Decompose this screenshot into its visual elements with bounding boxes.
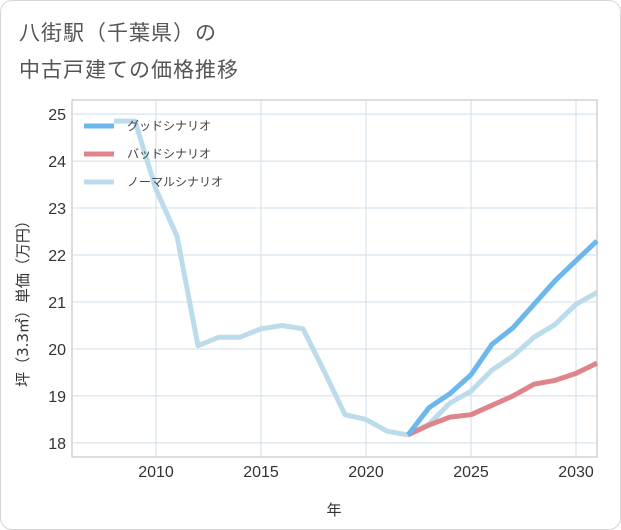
y-tick-23: 23 [48,201,66,218]
title-line-1: 八街駅（千葉県）の [19,21,217,45]
legend-label-0: グッドシナリオ [127,119,211,133]
y-tick-18: 18 [48,436,66,453]
y-tick-22: 22 [48,248,66,265]
y-axis-label: 坪（3.3㎡）単価（万円） [14,213,32,387]
x-tick-2010: 2010 [138,464,174,481]
series-lines [114,118,599,438]
legend-label-1: バッドシナリオ [127,147,211,161]
y-tick-25: 25 [48,107,66,124]
y-tick-20: 20 [48,342,66,359]
series-line-2 [114,118,599,438]
x-tick-2030: 2030 [558,464,594,481]
title-line-2: 中古戸建ての価格推移 [19,58,239,82]
tick-labels: 2010 2015 2020 2025 2030 18 19 20 21 22 23 24 25 [48,107,594,481]
series-line-1 [406,360,599,438]
legend-label-2: ノーマルシナリオ [127,175,223,189]
y-tick-24: 24 [48,154,66,171]
series-line-0 [406,239,599,437]
y-tick-19: 19 [48,389,66,406]
x-tick-2015: 2015 [243,464,279,481]
x-axis-label: 年 [326,501,341,519]
x-tick-2020: 2020 [348,464,384,481]
y-tick-21: 21 [48,295,66,312]
x-tick-2025: 2025 [453,464,489,481]
page-title: 八街駅（千葉県）の 中古戸建ての価格推移 [19,15,239,89]
